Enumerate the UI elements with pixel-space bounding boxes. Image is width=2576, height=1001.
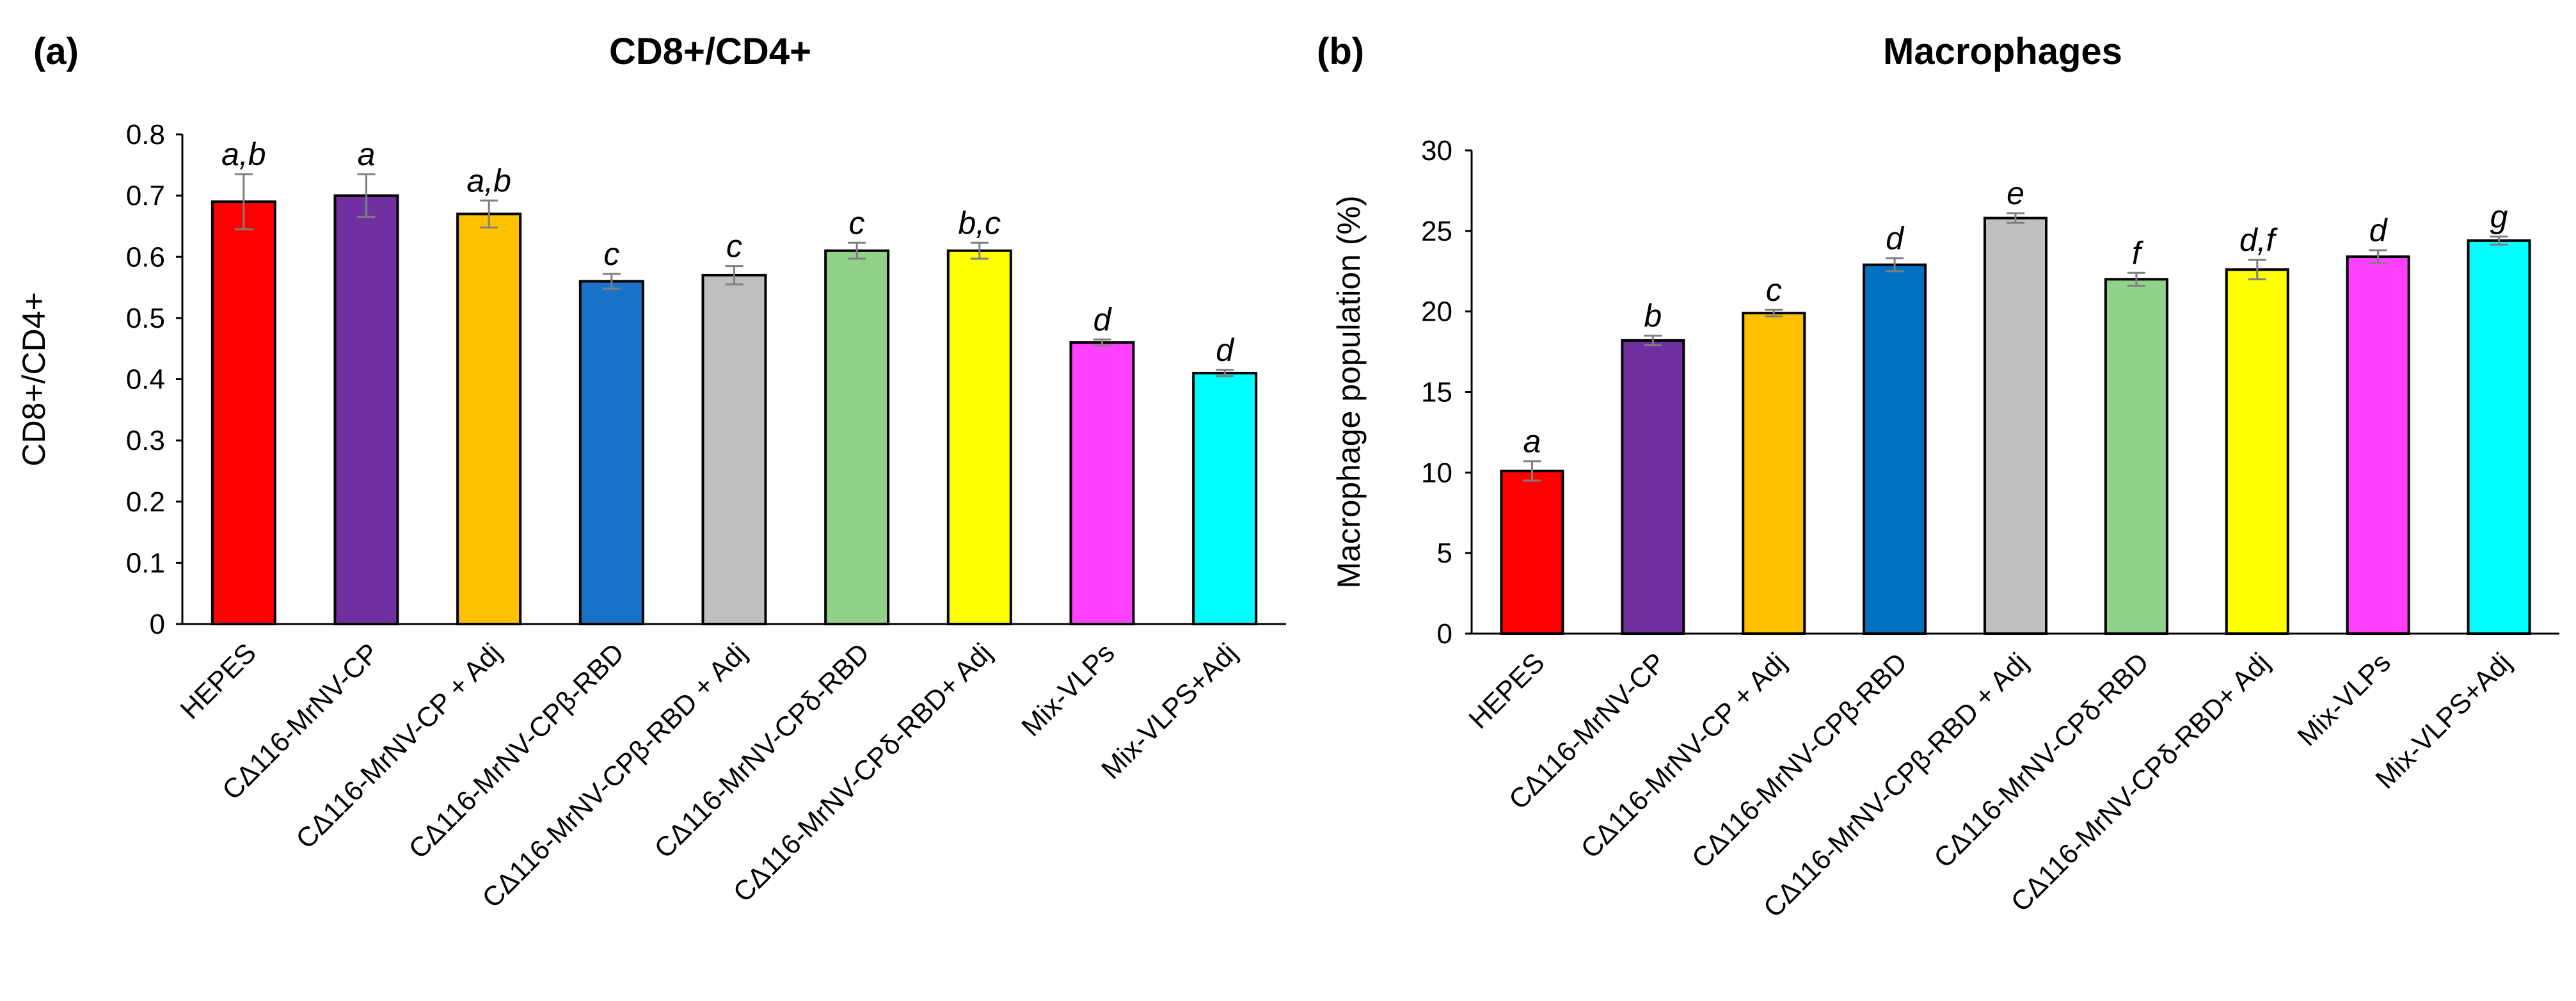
bar-2 (333, 194, 399, 625)
y-tick-label: 0.7 (126, 180, 165, 212)
bar-4 (578, 280, 644, 625)
x-tick-label: CΔ116-MrNV-CPβ-RBD (403, 637, 630, 865)
y-tick-label: 0 (1437, 618, 1452, 650)
chart-title: Macrophages (1883, 31, 2122, 72)
significance-label: c (726, 228, 742, 264)
y-tick-label: 0.4 (126, 364, 165, 396)
panel-letter: (b) (1317, 31, 1364, 72)
y-axis-label: Macrophage population (%) (1331, 195, 1367, 588)
panel-a-chart: (a) CD8+/CD4+ CD8+/CD4+ 0 0.1 0.2 0.3 0.4 0.5 0.6… (16, 31, 1286, 914)
y-tick-label: 0.5 (126, 303, 165, 334)
significance-label: d,f (2239, 222, 2278, 258)
significance-label: c (849, 205, 865, 241)
panel-b-chart: (b) Macrophages Macrophage population (%) 0… (1317, 31, 2559, 924)
y-tick-label: 0.8 (126, 119, 165, 150)
bar-6 (824, 249, 890, 625)
y-axis-label: CD8+/CD4+ (16, 292, 52, 466)
y-tick-label: 25 (1421, 216, 1452, 247)
significance-label: d (1093, 301, 1113, 337)
significance-label: d (1216, 332, 1235, 368)
y-tick-label: 0.2 (126, 486, 165, 518)
x-tick-label: CΔ116-MrNV-CPδ-RBD (1928, 647, 2155, 874)
x-tick-label: HEPES (175, 637, 262, 725)
chart-title: CD8+/CD4+ (609, 31, 811, 72)
panel-letter: (a) (33, 31, 79, 72)
x-tick-label: Mix-VLPs (2292, 647, 2397, 752)
y-tick-label: 0 (150, 609, 165, 640)
significance-label: e (2007, 175, 2024, 211)
significance-label: c (1766, 272, 1782, 308)
bar-3 (1742, 312, 1806, 635)
x-tick-label: CΔ116-MrNV-CPβ-RBD (1686, 647, 1913, 874)
significance-label: a (358, 136, 376, 172)
x-tick-label: CΔ116-MrNV-CPδ-RBD+ Adj (2005, 647, 2276, 918)
y-tick-label: 20 (1421, 296, 1452, 328)
x-tick-label: CΔ116-MrNV-CP + Adj (1575, 647, 1793, 865)
y-tick-label: 0.1 (126, 547, 165, 579)
bar-7 (946, 249, 1012, 625)
significance-label: c (603, 236, 619, 272)
x-tick-label: CΔ116-MrNV-CPδ-RBD (649, 637, 875, 864)
significance-label: a (1523, 424, 1541, 460)
bar-7 (2225, 268, 2289, 635)
y-tick-label: 5 (1437, 538, 1452, 569)
bar-9 (2467, 239, 2531, 635)
x-tick-label: Mix-VLPs (1016, 637, 1121, 742)
significance-label: a,b (466, 163, 511, 198)
bar-4 (1863, 263, 1927, 635)
significance-label: a,b (221, 136, 266, 172)
significance-label: g (2490, 199, 2508, 235)
significance-label: b,c (958, 205, 1001, 241)
bar-3 (456, 212, 522, 625)
bar-8 (1069, 341, 1135, 625)
y-tick-label: 0.3 (126, 425, 165, 456)
bar-6 (2104, 278, 2168, 636)
x-tick-label: CΔ116-MrNV-CPβ-RBD + Adj (1758, 647, 2034, 924)
bar-8 (2346, 255, 2410, 636)
x-tick-label: CΔ116-MrNV-CP + Adj (290, 637, 508, 855)
x-tick-label: CΔ116-MrNV-CPβ-RBD + Adj (477, 637, 753, 914)
bar-1 (1500, 469, 1564, 635)
bar-2 (1621, 339, 1685, 635)
y-tick-label: 0.6 (126, 241, 165, 273)
bar-5 (701, 273, 767, 625)
y-tick-label: 10 (1421, 457, 1452, 488)
y-tick-label: 30 (1421, 135, 1452, 166)
bar-9 (1192, 371, 1258, 625)
significance-label: d (1886, 221, 1905, 257)
significance-label: d (2369, 212, 2389, 248)
significance-label: f (2132, 235, 2144, 271)
y-tick-label: 15 (1421, 377, 1452, 408)
significance-label: b (1644, 298, 1662, 333)
x-tick-label: CΔ116-MrNV-CPδ-RBD+ Adj (727, 637, 998, 908)
x-tick-label: HEPES (1463, 647, 1550, 735)
bar-1 (211, 200, 276, 625)
bar-5 (1984, 216, 2047, 635)
